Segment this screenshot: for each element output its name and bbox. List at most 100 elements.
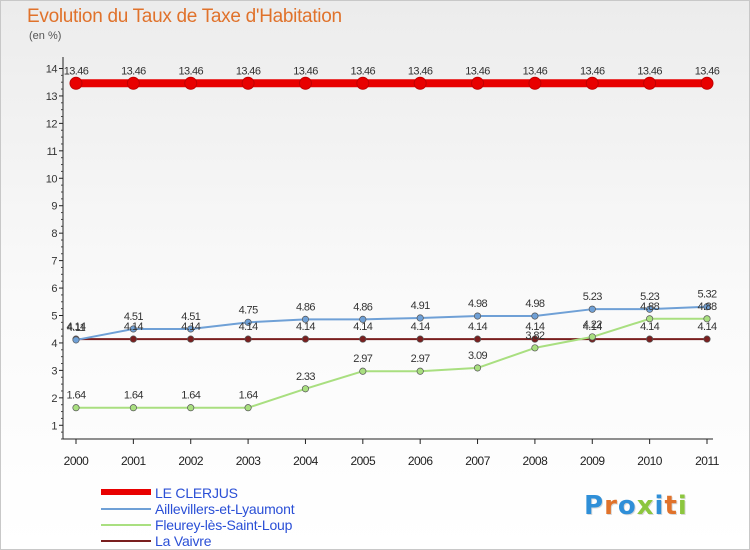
data-point — [241, 76, 255, 90]
data-label: 13.46 — [178, 65, 203, 77]
data-point — [356, 76, 370, 90]
logo-letter: o — [617, 491, 637, 521]
data-label: 13.46 — [121, 65, 146, 77]
x-tick-label: 2005 — [350, 454, 376, 468]
x-tick-label: 2002 — [178, 454, 204, 468]
data-point — [473, 312, 482, 320]
data-label: 4.91 — [411, 300, 430, 312]
data-label: 4.88 — [640, 301, 659, 313]
y-tick-label: 11 — [47, 146, 58, 158]
data-label: 13.46 — [236, 65, 261, 77]
data-label: 4.11 — [67, 322, 86, 334]
data-point — [244, 404, 252, 412]
data-point — [244, 318, 252, 326]
legend-label: La Vaivre — [155, 533, 212, 549]
data-point — [703, 335, 711, 343]
data-point — [416, 367, 424, 375]
data-label: 4.14 — [181, 321, 200, 333]
data-point — [531, 344, 539, 352]
proxiti-logo[interactable]: Proxiti — [584, 491, 688, 521]
data-point — [643, 76, 657, 90]
data-label: 4.14 — [697, 321, 716, 333]
data-point — [531, 335, 539, 343]
data-point — [646, 335, 654, 343]
y-tick-label: 8 — [51, 228, 57, 240]
data-point — [359, 367, 367, 375]
data-point — [187, 325, 195, 333]
data-label: 4.22 — [583, 319, 602, 331]
y-tick-label: 13 — [46, 91, 58, 103]
y-tick-label: 7 — [51, 256, 57, 268]
data-label: 4.98 — [468, 298, 487, 310]
logo-letter: t — [664, 491, 678, 521]
legend-label: LE CLERJUS — [155, 485, 238, 501]
y-tick-label: 6 — [51, 283, 57, 295]
data-label: 5.23 — [640, 291, 659, 303]
data-point — [129, 404, 137, 412]
data-label: 4.14 — [640, 321, 659, 333]
data-point — [531, 312, 539, 320]
data-point — [129, 335, 137, 343]
y-tick-label: 10 — [46, 173, 58, 185]
data-label: 13.46 — [293, 65, 318, 77]
data-label: 1.64 — [181, 390, 200, 402]
data-label: 4.86 — [353, 301, 372, 313]
data-point — [187, 335, 195, 343]
data-point — [588, 305, 596, 313]
data-label: 4.14 — [525, 321, 544, 333]
data-point — [126, 76, 140, 90]
data-label: 3.09 — [468, 350, 487, 362]
logo-letter: i — [654, 491, 665, 521]
data-label: 13.46 — [580, 65, 605, 77]
x-tick-label: 2003 — [236, 454, 262, 468]
data-point — [703, 303, 711, 311]
data-label: 4.14 — [468, 321, 487, 333]
data-label: 4.86 — [296, 301, 315, 313]
data-label: 13.46 — [523, 65, 548, 77]
data-label: 4.14 — [124, 321, 143, 333]
data-point — [129, 325, 137, 333]
data-label: 13.46 — [637, 65, 662, 77]
x-tick-label: 2001 — [121, 454, 147, 468]
data-label: 4.75 — [239, 304, 258, 316]
legend-label: Fleurey-lès-Saint-Loup — [155, 517, 293, 533]
data-label: 4.51 — [124, 311, 143, 323]
series-line — [76, 317, 707, 409]
data-point — [301, 335, 310, 343]
data-point — [703, 315, 711, 323]
logo-letter: i — [677, 491, 688, 521]
series-line — [75, 305, 708, 341]
data-label: 13.46 — [64, 65, 89, 77]
y-tick-label: 9 — [51, 201, 57, 213]
data-label: 2.97 — [411, 353, 430, 365]
data-point — [244, 335, 252, 343]
data-label: 3.82 — [525, 330, 544, 342]
data-point — [69, 76, 83, 90]
x-tick-label: 2011 — [695, 454, 720, 468]
x-tick-label: 2010 — [637, 454, 663, 468]
data-label: 4.98 — [525, 298, 544, 310]
data-label: 4.14 — [353, 321, 372, 333]
data-point — [359, 335, 367, 343]
data-point — [72, 404, 80, 412]
x-tick-label: 2006 — [408, 454, 434, 468]
data-label: 13.46 — [408, 65, 433, 77]
legend-swatch — [101, 489, 151, 495]
data-label: 4.14 — [239, 321, 258, 333]
data-point — [585, 76, 599, 90]
y-tick-label: 4 — [51, 338, 57, 350]
logo-letter: r — [604, 491, 618, 521]
data-point — [298, 76, 312, 90]
x-tick-label: 2007 — [465, 454, 491, 468]
data-label: 1.64 — [124, 390, 143, 402]
y-tick-label: 14 — [46, 63, 58, 75]
x-tick-label: 2004 — [293, 454, 319, 468]
data-label: 4.88 — [697, 301, 716, 313]
data-label: 4.14 — [296, 321, 315, 333]
data-label: 4.14 — [583, 321, 602, 333]
y-tick-label: 5 — [51, 310, 57, 322]
data-point — [416, 335, 424, 343]
data-point — [416, 314, 424, 322]
